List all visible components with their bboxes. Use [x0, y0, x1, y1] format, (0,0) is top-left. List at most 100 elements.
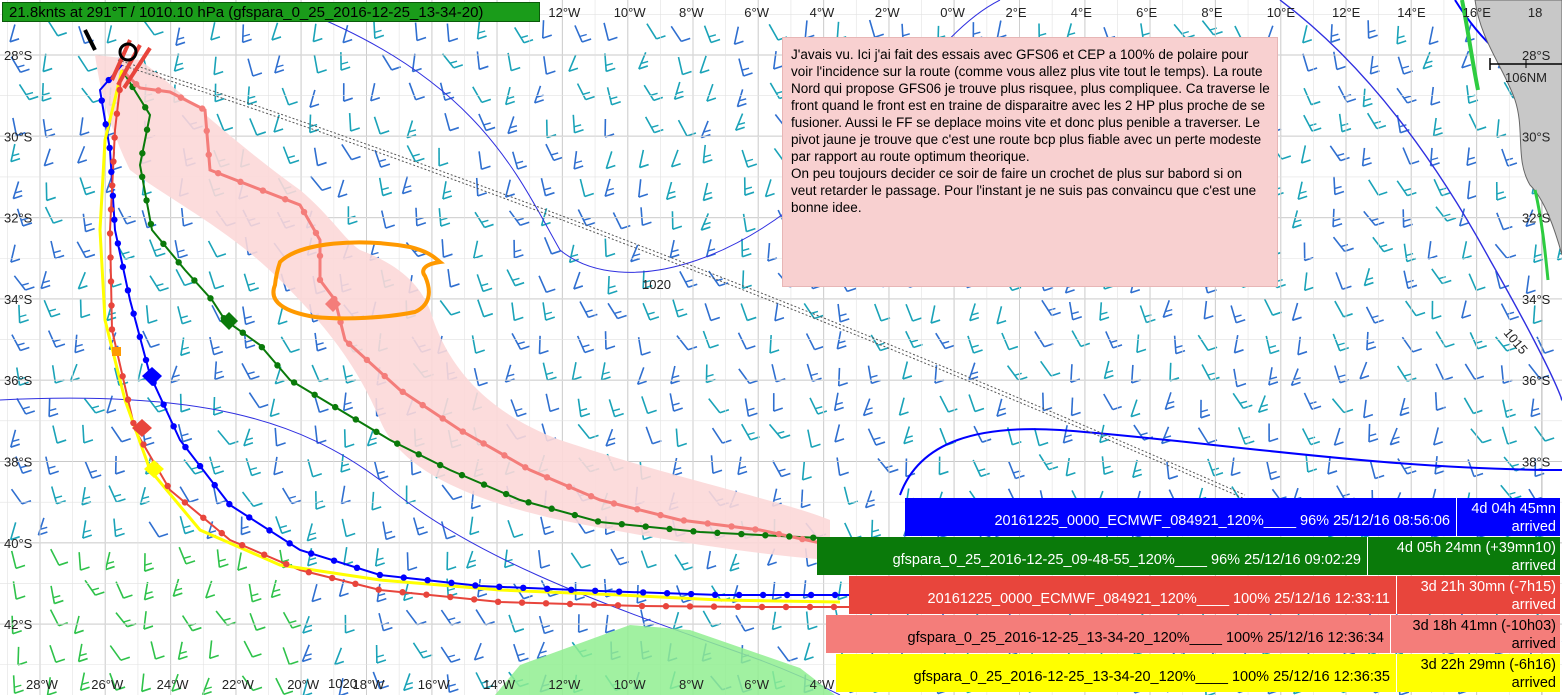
wind-barb	[210, 22, 221, 41]
route-dot	[142, 104, 149, 111]
wind-barb	[177, 641, 188, 661]
wind-barb	[117, 207, 136, 225]
wind-barb	[114, 455, 125, 475]
lon-label-top: 4°W	[810, 5, 835, 20]
wind-barb	[508, 614, 525, 633]
wind-barb	[772, 51, 783, 70]
lon-label-bottom: 10°W	[614, 677, 647, 692]
wind-barb	[605, 428, 616, 447]
wind-barb	[381, 54, 401, 71]
wind-barb	[311, 583, 322, 603]
route-dot	[436, 461, 444, 469]
wind-barb	[996, 398, 1007, 418]
route-duration: 4d 05h 24mn (+39mn10)	[1396, 540, 1556, 556]
wind-barb	[1070, 397, 1081, 417]
wind-barb	[643, 84, 664, 102]
wind-barb	[1038, 454, 1059, 471]
wind-barb	[309, 114, 320, 134]
wind-barb	[540, 516, 555, 536]
route-state: arrived	[1511, 519, 1556, 535]
wind-barb	[243, 640, 262, 658]
wind-barb	[473, 642, 484, 661]
wind-barb	[412, 642, 433, 659]
wind-barb	[1525, 275, 1536, 295]
route-row-pink[interactable]: gfspara_0_25_2016-12-25_13-34-20_120%___…	[826, 615, 1560, 653]
wind-barb	[665, 181, 676, 201]
route-row-green[interactable]: gfspara_0_25_2016-12-25_09-48-55_120%___…	[817, 537, 1560, 575]
wind-barb	[180, 207, 193, 227]
route-dot	[830, 603, 838, 611]
wind-barb	[415, 207, 427, 227]
wind-barb	[1369, 55, 1380, 75]
route-dot	[237, 178, 244, 186]
wind-barb	[1266, 461, 1281, 481]
wind-barb	[340, 454, 351, 473]
wind-barb	[570, 552, 591, 569]
route-dot	[316, 276, 324, 284]
wind-barb	[771, 581, 782, 601]
wind-barb	[180, 337, 191, 357]
wind-barb	[1337, 85, 1357, 103]
status-bar: 21.8knts at 291°T / 1010.10 hPa (gfspara…	[2, 2, 540, 22]
route-row-red[interactable]: 20161225_0000_ECMWF_084921_120%____ 100%…	[849, 576, 1560, 614]
wind-barb	[1427, 240, 1438, 260]
route-dot	[394, 440, 401, 447]
wind-barb	[1435, 206, 1457, 222]
wind-barb	[247, 58, 263, 77]
wind-barb	[675, 428, 688, 448]
route-eta: 3d 18h 41mn (-10h03) arrived	[1390, 615, 1560, 653]
route-dot	[177, 94, 185, 101]
wind-barb	[573, 150, 584, 170]
wind-barb	[674, 554, 694, 571]
route-dot	[782, 603, 790, 611]
wind-barb	[217, 430, 239, 446]
front-line	[899, 428, 1562, 496]
wind-barb	[79, 177, 96, 196]
wind-barb	[15, 456, 32, 474]
wind-barb	[868, 19, 884, 39]
wind-barb	[82, 424, 94, 444]
wind-barb	[371, 491, 382, 511]
wind-barb	[898, 397, 909, 416]
route-dot	[565, 483, 573, 490]
lat-label-right: 32°S	[1522, 211, 1551, 226]
wind-barb	[741, 270, 752, 290]
route-dot	[147, 220, 155, 228]
lon-label-bottom: 20°W	[287, 677, 320, 692]
route-dot	[375, 586, 382, 593]
wind-barb	[310, 175, 332, 191]
wind-barb	[576, 83, 595, 101]
route-name: gfspara_0_25_2016-12-25_09-48-55_120%___…	[817, 537, 1367, 575]
wind-barb	[372, 671, 389, 690]
wind-barb	[640, 207, 652, 227]
wind-barb	[82, 213, 95, 233]
route-dot	[337, 318, 344, 326]
wind-barb	[837, 367, 848, 387]
route-dot	[470, 596, 478, 603]
wind-barb	[378, 177, 393, 197]
wind-barb	[179, 393, 191, 413]
route-row-blue[interactable]: 20161225_0000_ECMWF_084921_120%____ 96% …	[905, 498, 1560, 536]
wind-barb	[836, 331, 847, 350]
wind-barb	[43, 148, 54, 167]
wind-barb	[313, 55, 327, 74]
route-dot	[610, 500, 618, 507]
route-row-yellow[interactable]: gfspara_0_25_2016-12-25_13-34-20_120%___…	[836, 654, 1560, 692]
wind-barb	[10, 56, 30, 74]
wind-barb	[1099, 302, 1110, 322]
isobar-label: 1020	[642, 277, 671, 292]
wind-barb	[48, 398, 59, 418]
wind-barb	[1329, 145, 1350, 162]
wind-barb	[1494, 243, 1517, 259]
wind-barb	[542, 362, 557, 381]
wind-barb	[113, 518, 125, 538]
route-dot	[218, 529, 225, 537]
wind-barb	[52, 425, 67, 444]
wind-barb	[382, 521, 396, 541]
route-dot	[522, 464, 529, 471]
route-dot	[591, 587, 599, 594]
wind-barb	[513, 643, 529, 663]
wind-barb	[737, 456, 748, 476]
route-dot	[332, 403, 339, 411]
